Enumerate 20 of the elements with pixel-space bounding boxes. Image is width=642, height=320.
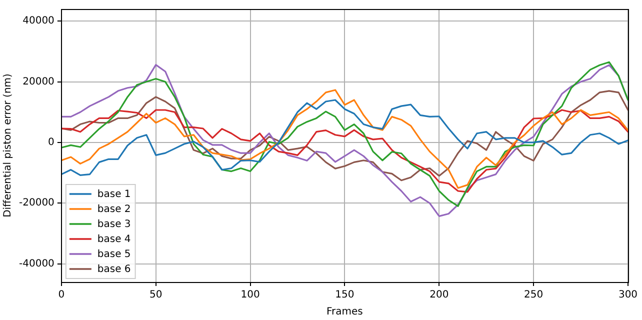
legend-label: base 2 [97,204,131,216]
y-tick-label: 40000 [22,16,54,27]
x-tick-label: 100 [240,290,260,301]
y-axis-title: Differential piston error (nm) [2,73,14,218]
y-tick-label: -40000 [19,258,54,270]
legend-label: base 6 [97,264,131,276]
y-tick-label: 20000 [22,76,54,88]
x-tick-label: 250 [524,290,544,301]
x-tick-label: 0 [58,290,65,301]
legend-label: base 1 [97,189,131,200]
y-tick-label: 0 [48,137,54,148]
x-tick-label: 300 [618,290,638,301]
legend-label: base 4 [97,234,131,246]
x-tick-label: 200 [430,290,449,301]
x-tick-label: 50 [149,290,162,301]
x-axis-title: Frames [326,306,363,318]
legend-label: base 5 [97,249,131,260]
x-tick-label: 150 [335,290,354,301]
y-tick-label: -20000 [19,198,54,209]
legend-label: base 3 [97,219,131,230]
